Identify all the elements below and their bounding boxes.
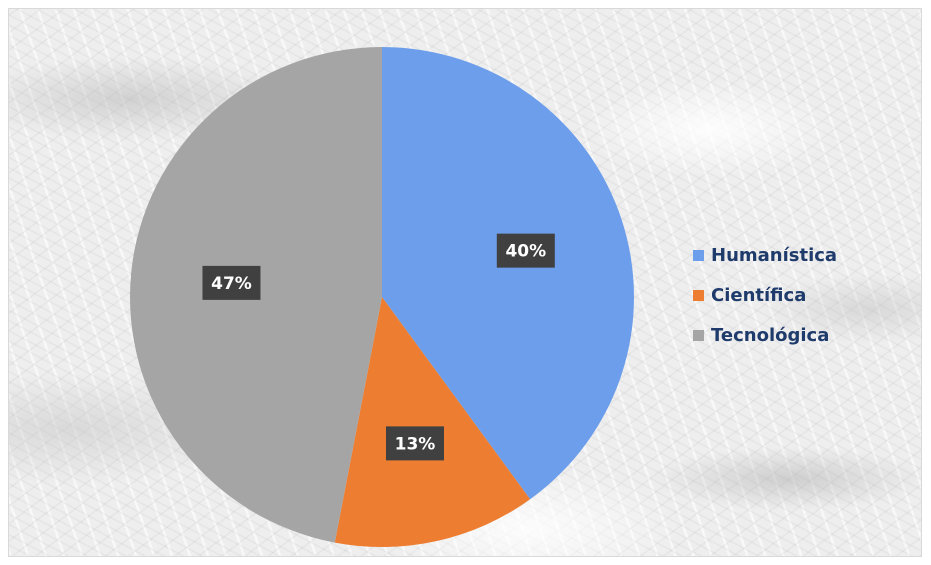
legend-swatch	[693, 249, 704, 261]
legend: Humanística Científica Tecnológica	[693, 235, 837, 355]
pie-slice-humanistica	[382, 47, 634, 500]
data-label-cientifica: 13%	[385, 426, 444, 461]
legend-swatch	[693, 329, 704, 341]
pie-slice-cientifica	[334, 297, 531, 547]
data-label-text: 13%	[395, 434, 436, 454]
legend-swatch	[693, 289, 704, 301]
legend-item-tecnologica: Tecnológica	[693, 315, 837, 355]
legend-label: Científica	[711, 284, 807, 306]
pie-chart: 40% 13% 47%	[129, 47, 634, 547]
pie-slices	[129, 47, 634, 547]
data-label-text: 47%	[211, 274, 252, 294]
data-label-box	[385, 426, 444, 461]
data-label-tecnologica: 47%	[202, 265, 261, 300]
chart-area: 40% 13% 47% Humanística Científica Tecnológi…	[8, 8, 922, 557]
legend-item-humanistica: Humanística	[693, 235, 837, 275]
data-label-box	[496, 233, 555, 268]
data-label-humanistica: 40%	[496, 233, 555, 268]
pie-data-labels: 40% 13% 47%	[202, 233, 555, 461]
legend-label: Humanística	[711, 244, 838, 266]
legend-label: Tecnológica	[711, 324, 830, 346]
data-label-text: 40%	[505, 242, 546, 262]
data-label-box	[202, 265, 261, 300]
legend-item-cientifica: Científica	[693, 275, 837, 315]
